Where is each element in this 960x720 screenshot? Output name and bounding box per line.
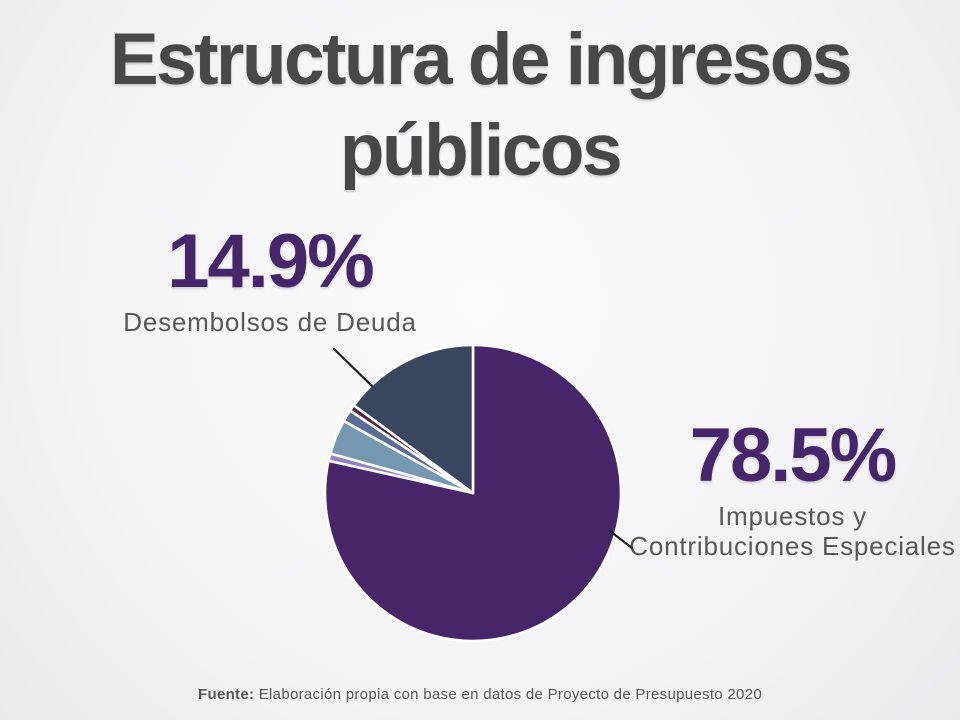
pie-chart	[323, 343, 623, 643]
pie-chart-container	[320, 340, 626, 646]
callout-impuestos: 78.5% Impuestos y Contribuciones Especia…	[625, 418, 960, 562]
callout-desembolsos-label: Desembolsos de Deuda	[123, 307, 417, 337]
source-note-text: Elaboración propia con base en datos de …	[254, 686, 762, 703]
source-note-prefix: Fuente:	[198, 686, 255, 703]
callout-impuestos-value: 78.5%	[689, 413, 898, 498]
pie-slice-0	[323, 343, 623, 643]
page-title-text: Estructura de ingresos públicos	[109, 19, 853, 192]
callout-impuestos-label: Impuestos y Contribuciones Especiales	[625, 501, 960, 562]
callout-impuestos-label-line2: Contribuciones Especiales	[629, 530, 956, 561]
callout-desembolsos: 14.9% Desembolsos de Deuda	[105, 224, 435, 338]
pie-slice-5	[352, 343, 475, 495]
callout-impuestos-label-line1: Impuestos y	[718, 501, 867, 531]
page-title: Estructura de ingresos públicos	[0, 14, 960, 197]
callout-desembolsos-value: 14.9%	[167, 219, 375, 304]
source-note: Fuente: Elaboración propia con base en d…	[0, 686, 960, 703]
